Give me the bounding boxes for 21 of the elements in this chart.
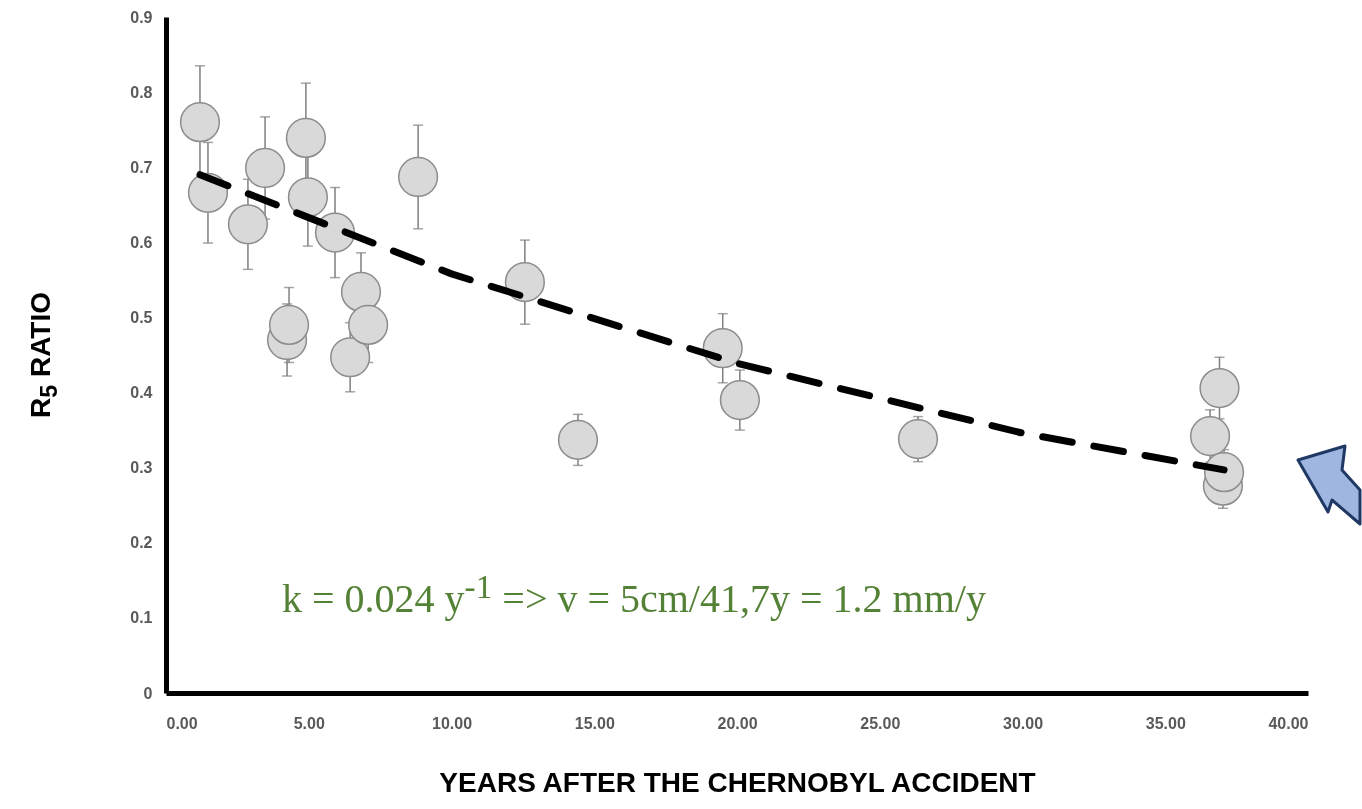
x-tick-label: 20.00 <box>717 714 758 732</box>
y-tick-label: 0.8 <box>130 83 153 101</box>
x-tick-label: 30.00 <box>1002 714 1044 732</box>
y-tick-label: 0.4 <box>130 384 153 402</box>
annotation: k = 0.024 y$^{-1}$ => v = 5cm/41,7y = 1.2 mm/y <box>282 568 986 623</box>
y-tick-label: 0 <box>143 684 153 702</box>
x-tick-label: 25.00 <box>860 714 901 732</box>
x-tick-label: 10.00 <box>431 714 473 732</box>
x-tick-label: 5.00 <box>293 714 325 732</box>
y-tick-label: 0.7 <box>130 158 153 176</box>
x-tick-label: 0.00 <box>166 714 198 732</box>
y-tick-label: 0.5 <box>130 308 153 326</box>
x-axis-title: YEARS AFTER THE CHERNOBYL ACCIDENT <box>439 766 1036 798</box>
x-tick-label: 40.00 <box>1268 714 1309 732</box>
y-tick-label: 0.1 <box>130 609 153 627</box>
x-tick-label: 15.00 <box>574 714 615 732</box>
y-tick-label: 0.6 <box>130 233 153 251</box>
y-tick-label: 0.3 <box>130 459 153 477</box>
y-tick-label: 0.9 <box>130 8 153 26</box>
y-tick-label: 0.2 <box>130 534 153 552</box>
x-tick-label: 35.00 <box>1145 714 1186 732</box>
